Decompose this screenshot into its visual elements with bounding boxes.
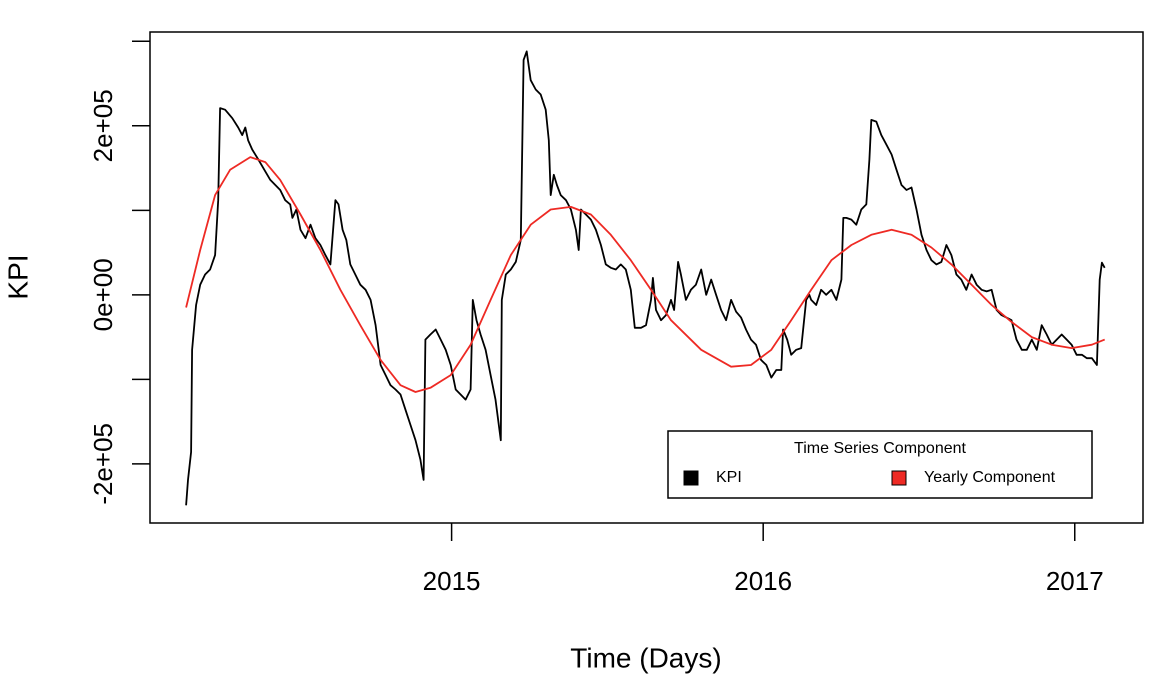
series-line — [185, 50, 1106, 506]
x-tick-label: 2015 — [423, 566, 481, 596]
y-tick-label: -2e+05 — [88, 423, 118, 505]
legend: Time Series Component KPI Yearly Component — [667, 430, 1093, 499]
series-line — [185, 156, 1106, 393]
legend-label: Yearly Component — [924, 469, 1056, 486]
y-tick-label: 2e+05 — [88, 89, 118, 162]
x-tick-label: 2016 — [734, 566, 792, 596]
plot-frame — [149, 31, 1144, 524]
y-tick-label: 0e+00 — [88, 258, 118, 331]
x-axis-label: Time (Days) — [570, 642, 721, 673]
x-tick-label: 2017 — [1046, 566, 1104, 596]
y-axis-label: KPI — [2, 254, 33, 299]
legend-box — [667, 430, 1093, 499]
legend-swatch — [683, 470, 699, 486]
legend-swatch — [891, 470, 907, 486]
legend-title: Time Series Component — [794, 440, 966, 457]
legend-label: KPI — [716, 469, 742, 486]
